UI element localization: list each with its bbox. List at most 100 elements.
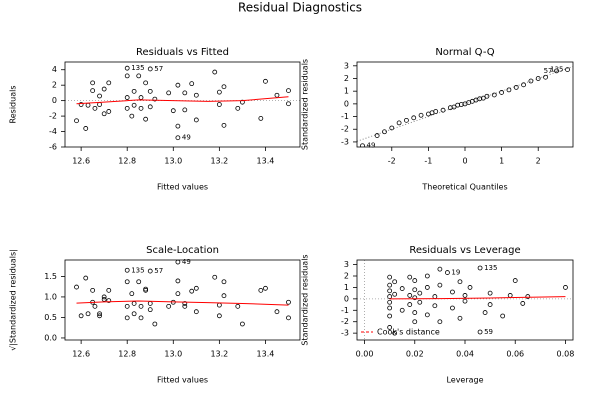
point [467,285,473,290]
point [525,294,531,299]
x-tick-label: 12.6 [72,350,90,359]
plot-area [357,260,573,340]
plot-area [65,65,300,141]
point [404,117,409,123]
point [412,319,418,325]
point [124,267,130,273]
point [85,102,91,108]
point [535,76,541,81]
point [147,88,153,94]
point [131,301,137,306]
point [387,305,393,311]
point [451,104,457,110]
point [432,294,438,299]
point [274,309,280,315]
point [286,299,291,305]
point-label: 135 [550,66,563,74]
point [90,287,96,293]
x-tick-label: 0.00 [356,350,374,359]
plot-frame [64,61,301,148]
point [129,291,135,297]
point [147,66,153,72]
point [389,125,395,131]
point [85,311,91,317]
plot-area [357,65,573,147]
point [193,309,199,315]
x-tick-label: -1 [424,157,432,166]
point [565,67,570,73]
point [412,278,418,283]
panel-title: Scale-Location [146,245,219,256]
point-label: 135 [484,264,497,272]
x-axis-label: Fitted values [157,183,208,192]
point [457,315,463,321]
point [138,95,144,100]
point [92,105,98,111]
smooth-line [389,296,566,300]
point [274,92,280,98]
point [129,113,135,119]
y-tick-label: 2 [344,74,349,83]
point [513,84,519,90]
point [147,307,153,313]
point [182,303,188,309]
point [457,279,463,285]
x-tick-label: 13.2 [210,350,228,359]
point [101,86,107,92]
page-title: Residual Diagnostics [238,1,362,15]
y-tick-label: 1.5 [44,272,57,281]
plot-frame [64,259,301,341]
point [97,93,102,99]
y-axis-label: Standardized residuals [301,254,310,345]
point [143,80,149,86]
x-tick-label: 13.0 [164,350,182,359]
point [407,293,413,298]
point [74,118,79,124]
point [143,286,149,292]
point [392,291,398,297]
y-tick-label: 0 [52,96,57,105]
point [221,293,227,299]
point [263,78,268,84]
y-axis-label: √|Standardized residuals| [9,249,18,351]
y-tick-label: 2 [344,272,349,281]
point [528,78,534,84]
point-label: 57 [544,67,553,75]
point [520,301,526,306]
point [124,65,130,71]
point [412,287,418,293]
y-tick-label: 4 [52,65,57,74]
point [433,109,439,114]
point [482,310,488,315]
point [147,301,153,306]
point [407,302,413,307]
point [138,303,144,309]
y-tick-label: 3 [344,61,349,70]
point [78,313,84,319]
point [124,303,130,309]
point [182,301,188,306]
x-tick-label: 12.6 [72,157,90,166]
x-axis-label: Leverage [446,376,483,385]
point [147,268,153,274]
x-tick-label: -2 [388,157,396,166]
point [193,117,199,123]
point [374,133,380,138]
point [182,107,188,113]
y-tick-label: 3 [344,260,349,269]
point [152,321,158,327]
point [437,282,443,288]
point [189,81,195,87]
point [166,90,172,96]
point [445,270,450,275]
smooth-line [76,300,289,306]
y-tick-label: -1 [341,112,349,121]
point [412,310,418,315]
point [175,260,181,265]
point [131,311,137,317]
x-tick-label: 13.4 [257,350,275,359]
point [432,303,438,309]
x-tick-label: 0.08 [557,350,575,359]
point [286,101,291,107]
point [106,298,112,304]
